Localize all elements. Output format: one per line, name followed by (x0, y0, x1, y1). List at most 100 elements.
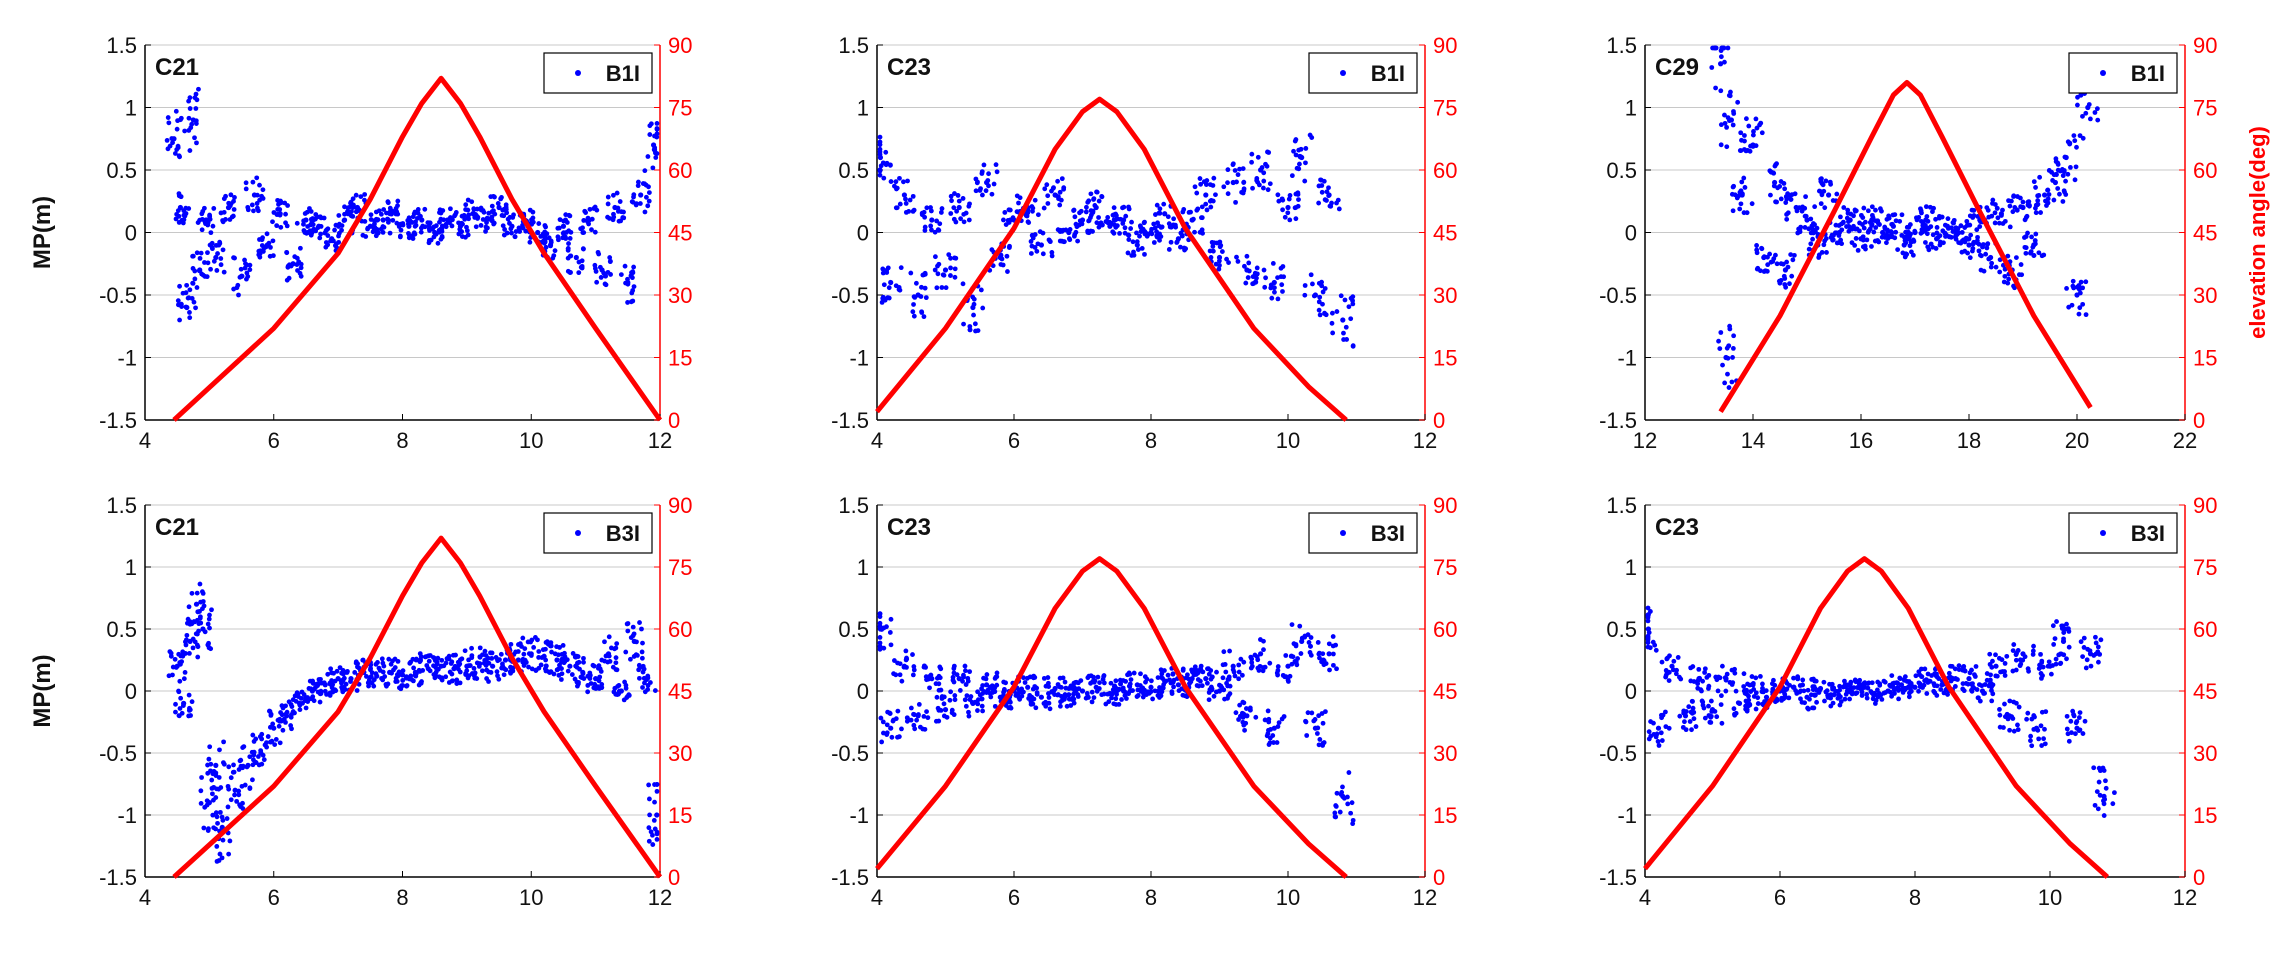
x-tick-label: 4 (871, 428, 883, 453)
scatter-point (1926, 225, 1932, 231)
scatter-point (1935, 235, 1941, 240)
scatter-point (1749, 674, 1755, 679)
scatter-point (2041, 736, 2046, 742)
scatter-point (189, 590, 195, 596)
scatter-point (993, 162, 999, 168)
scatter-point (1945, 225, 1951, 231)
scatter-point (1262, 284, 1268, 290)
scatter-point (463, 207, 468, 212)
scatter-point (1041, 675, 1047, 681)
scatter-point (615, 691, 621, 697)
scatter-point (1843, 691, 1849, 697)
scatter-point (235, 282, 241, 288)
scatter-point (1906, 694, 1912, 700)
scatter-point (944, 714, 950, 720)
scatter-point (1890, 221, 1895, 227)
scatter-point (1241, 263, 1247, 269)
scatter-point (372, 225, 378, 230)
scatter-point (1306, 640, 1312, 645)
scatter-point (1116, 701, 1122, 707)
scatter-point (1730, 345, 1736, 351)
scatter-point (1879, 208, 1884, 214)
scatter-point (1105, 691, 1111, 697)
scatter-point (1213, 689, 1219, 695)
scatter-point (225, 804, 231, 810)
scatter-point (1889, 231, 1894, 237)
scatter-point (555, 225, 561, 231)
scatter-point (187, 106, 193, 111)
scatter-point (1810, 230, 1816, 236)
scatter-point (410, 236, 416, 241)
scatter-point (196, 628, 201, 634)
scatter-point (446, 680, 452, 685)
scatter-point (1185, 672, 1190, 678)
scatter-point (2066, 644, 2072, 650)
scatter-point (1319, 279, 1324, 285)
scatter-point (439, 657, 445, 663)
scatter-point (345, 669, 350, 674)
scatter-point (1057, 229, 1063, 235)
scatter-point (1330, 330, 1336, 336)
scatter-point (554, 644, 560, 650)
scatter-point (276, 202, 281, 207)
scatter-point (941, 701, 947, 707)
scatter-point (2095, 806, 2101, 812)
scatter-point (1925, 671, 1931, 677)
scatter-point (630, 633, 636, 639)
scatter-point (213, 242, 219, 248)
scatter-point (1999, 657, 2005, 663)
scatter-point (988, 694, 994, 700)
scatter-point (640, 640, 645, 646)
scatter-point (625, 281, 631, 287)
y-tick-label-right: 0 (668, 408, 680, 433)
scatter-point (1717, 346, 1723, 351)
scatter-point (962, 663, 968, 669)
scatter-point (288, 723, 294, 728)
scatter-point (1092, 203, 1098, 208)
scatter-point (1285, 204, 1291, 211)
scatter-point (942, 707, 949, 713)
scatter-point (1258, 651, 1264, 657)
scatter-point (1287, 673, 1293, 679)
scatter-point (2045, 663, 2051, 669)
scatter-point (1834, 240, 1840, 246)
scatter-point (185, 295, 191, 301)
scatter-point (1989, 698, 1995, 704)
scatter-point (247, 267, 253, 273)
scatter-point (1276, 198, 1282, 204)
scatter-point (1180, 692, 1186, 698)
scatter-point (1923, 240, 1928, 245)
scatter-point (934, 218, 940, 224)
scatter-point (646, 825, 652, 831)
scatter-point (242, 782, 248, 788)
scatter-point (1319, 711, 1325, 716)
scatter-point (2074, 284, 2080, 290)
scatter-point (608, 258, 613, 264)
scatter-point (1725, 45, 1731, 51)
scatter-point (1348, 810, 1354, 816)
scatter-point (210, 812, 216, 818)
scatter-point (1130, 688, 1135, 693)
scatter-point (331, 670, 336, 676)
scatter-point (536, 665, 542, 671)
scatter-point (910, 672, 916, 678)
y-tick-label-right: 75 (668, 555, 692, 580)
scatter-point (264, 231, 270, 237)
scatter-point (592, 262, 598, 268)
scatter-point (208, 242, 214, 248)
scatter-point (1311, 293, 1317, 299)
scatter-point (1709, 65, 1715, 70)
scatter-point (2013, 657, 2019, 663)
scatter-point (1057, 189, 1063, 195)
scatter-point (1166, 247, 1172, 252)
scatter-point (1993, 663, 1999, 669)
scatter-point (1028, 251, 1034, 256)
scatter-point (2053, 656, 2059, 662)
scatter-point (1113, 696, 1119, 702)
scatter-point (309, 219, 315, 225)
scatter-point (1190, 667, 1196, 673)
scatter-point (1078, 208, 1084, 214)
scatter-point (182, 128, 188, 134)
scatter-point (492, 194, 497, 200)
scatter-point (1864, 695, 1870, 701)
